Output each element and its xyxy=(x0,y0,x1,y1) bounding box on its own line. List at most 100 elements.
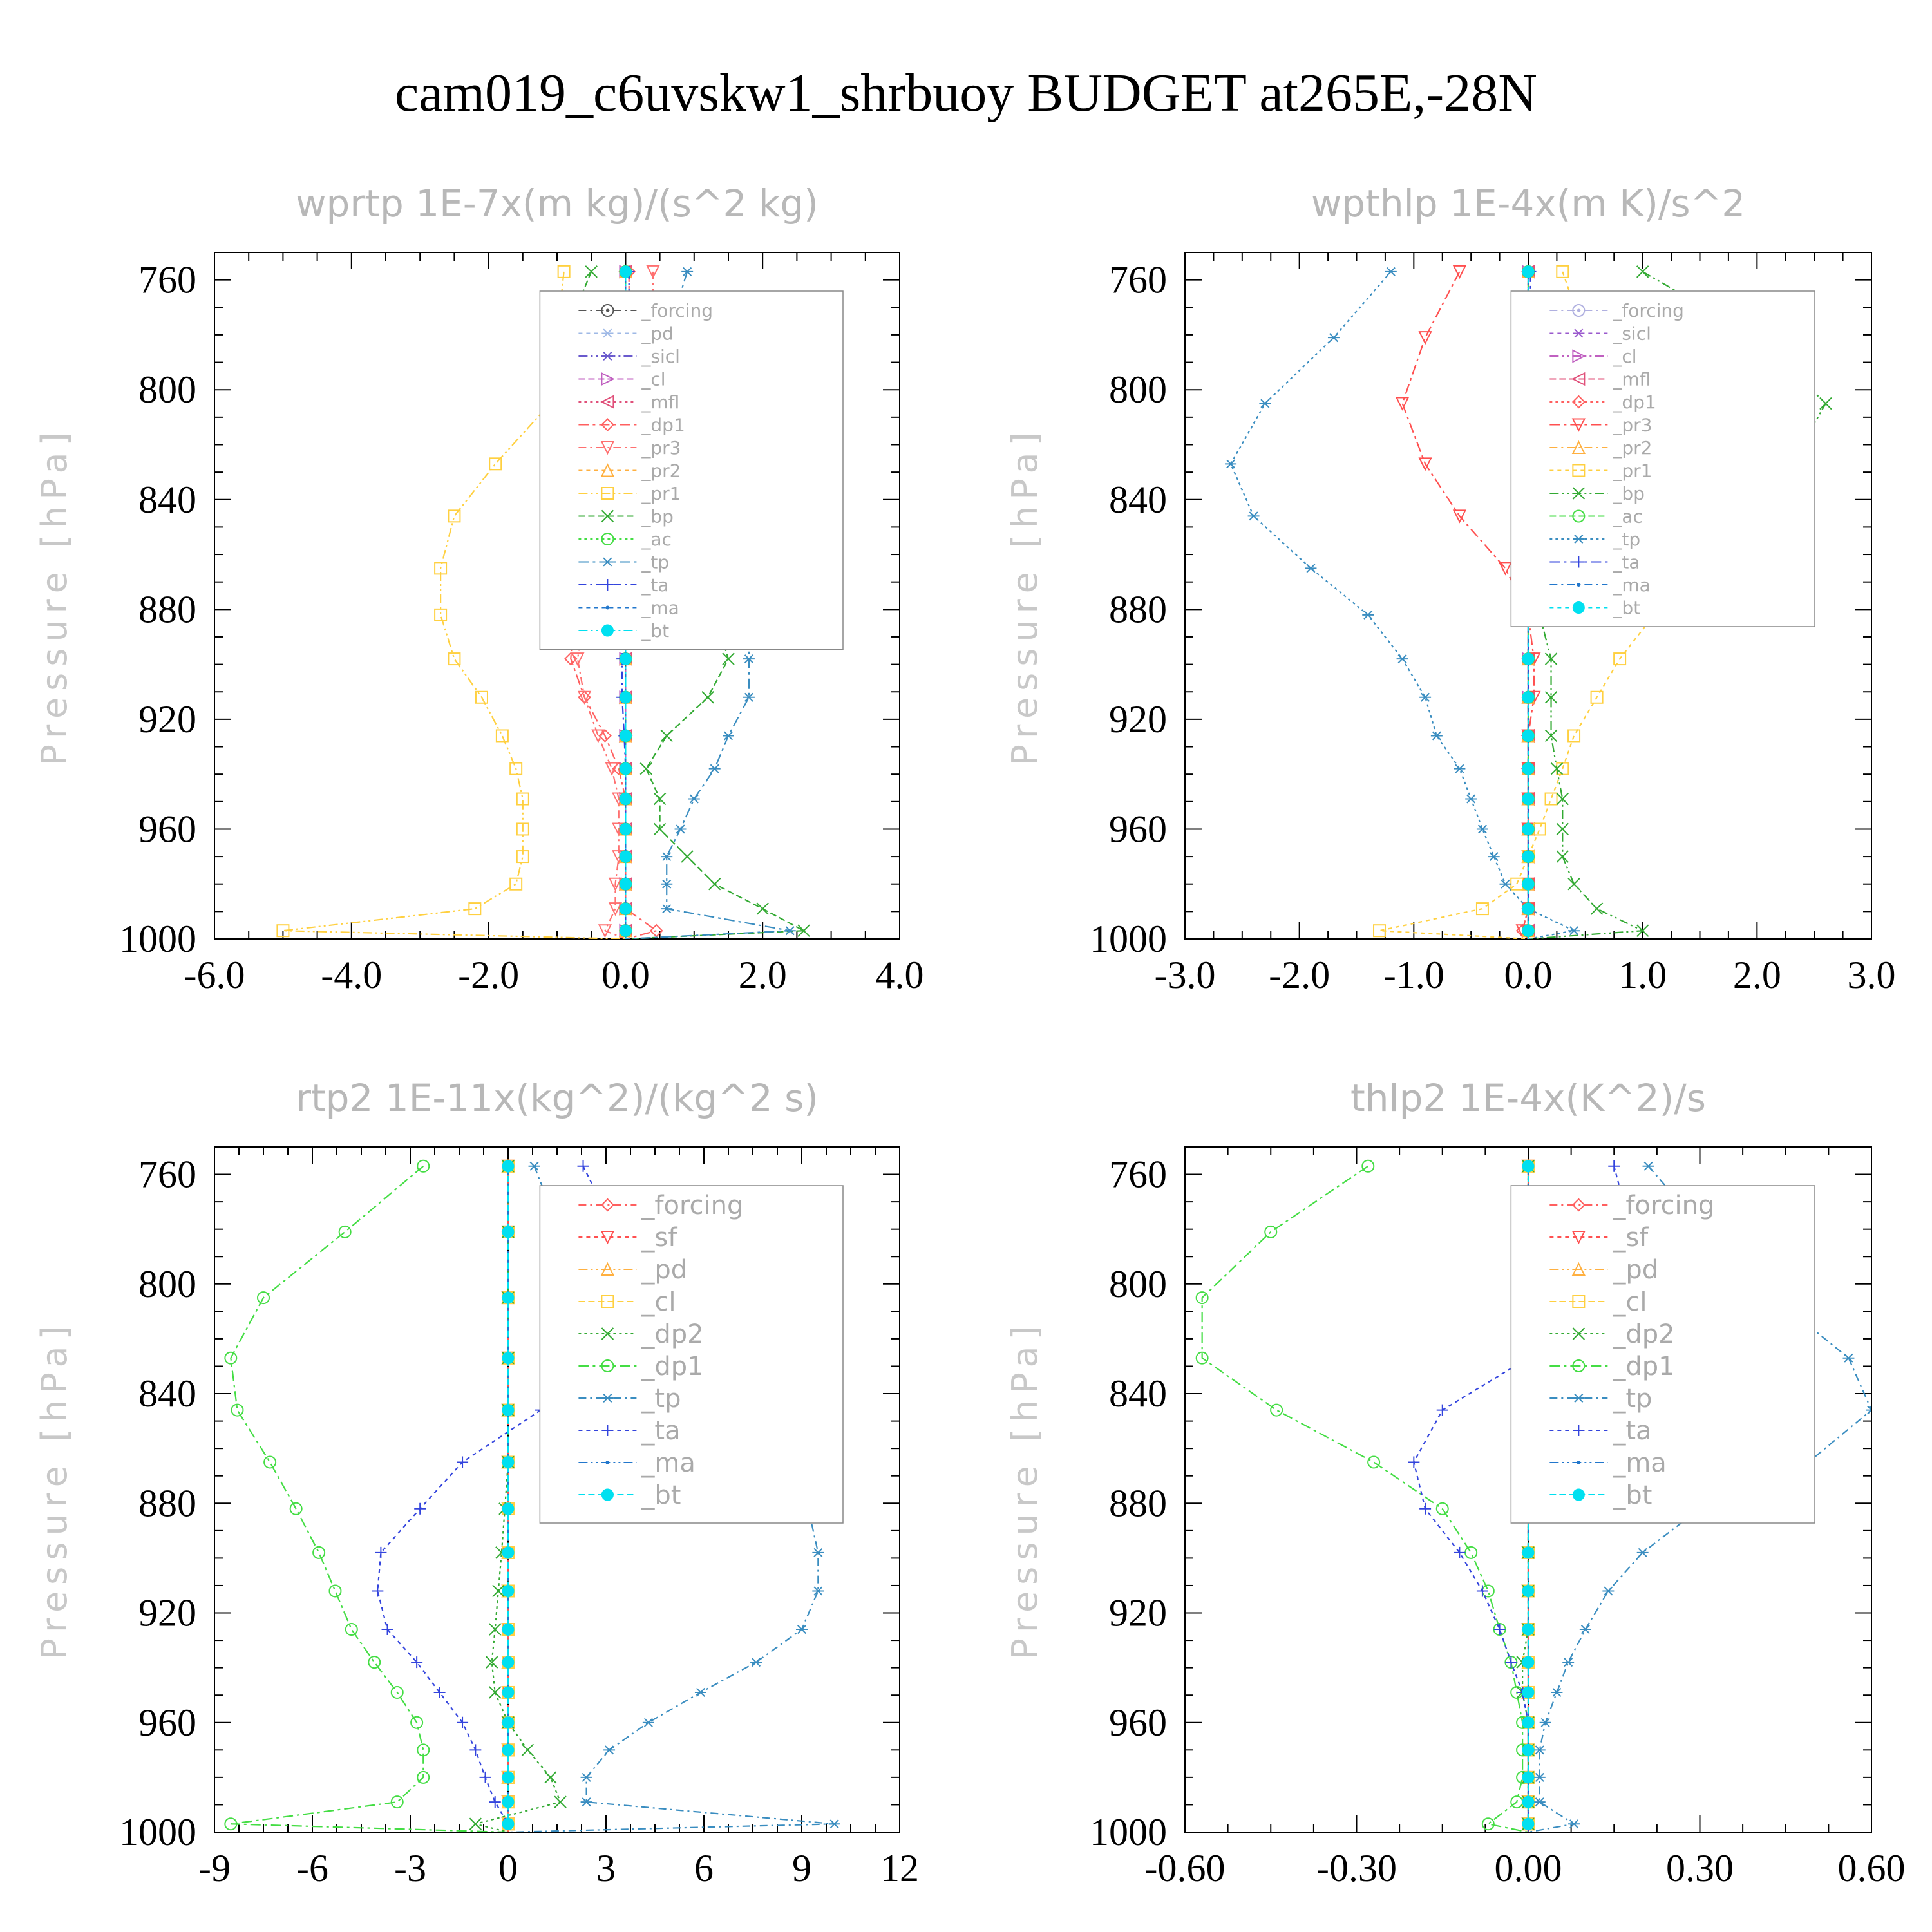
legend-marker xyxy=(1573,556,1585,568)
legend-item: _forcing xyxy=(1549,300,1684,321)
legend-marker xyxy=(601,557,614,567)
panels-group: wprtp 1E-7x(m kg)/(s^2 kg) Pressure [hPa]… xyxy=(34,182,1906,1889)
y-tick-label: 840 xyxy=(138,1372,196,1415)
data-point xyxy=(1568,1819,1580,1829)
legend-marker xyxy=(601,1488,614,1501)
legend-item: _dp2 xyxy=(1549,1320,1675,1349)
legend-label: _sf xyxy=(641,1223,677,1253)
legend-marker xyxy=(1571,1231,1586,1245)
data-point xyxy=(433,1686,446,1698)
legend-marker xyxy=(1572,1488,1585,1501)
data-point xyxy=(1395,397,1410,411)
data-point xyxy=(516,822,529,836)
legend-item: _pd xyxy=(1549,1255,1658,1285)
data-point xyxy=(756,902,769,915)
legend-item: _forcing xyxy=(578,1191,743,1220)
data-point xyxy=(571,652,585,667)
data-point xyxy=(1305,564,1317,573)
data-point xyxy=(661,904,673,914)
legend-item: _tp xyxy=(1549,1384,1652,1414)
data-point xyxy=(469,1744,482,1756)
data-point xyxy=(1430,731,1443,741)
legend-label: _sicl xyxy=(641,346,680,367)
legend-item: _dp2 xyxy=(578,1320,704,1349)
data-point xyxy=(1522,1656,1535,1669)
data-point xyxy=(390,1795,404,1809)
x-tick-label: -3 xyxy=(394,1847,426,1889)
x-tick-label: 0 xyxy=(498,1847,518,1889)
data-point xyxy=(276,924,290,938)
series-ta xyxy=(372,1160,651,1832)
legend-label: _cl xyxy=(1612,346,1636,367)
legend-marker xyxy=(601,1359,614,1372)
data-point xyxy=(469,1817,482,1830)
legend-label: _forcing xyxy=(1612,300,1684,321)
legend-label: _pd xyxy=(641,1255,687,1285)
data-point xyxy=(1602,1586,1615,1596)
data-point xyxy=(1195,1291,1209,1305)
data-point xyxy=(434,562,448,575)
legend-item: _cl xyxy=(1549,346,1637,367)
data-point xyxy=(448,509,461,523)
legend-label: _pr2 xyxy=(1612,437,1652,459)
data-point xyxy=(1522,850,1535,863)
legend-marker xyxy=(1572,464,1586,477)
panel-title: wpthlp 1E-4x(m K)/s^2 xyxy=(1311,182,1745,225)
data-point xyxy=(1464,1546,1478,1559)
x-tick-label: -6 xyxy=(296,1847,328,1889)
data-point xyxy=(812,1548,824,1557)
legend-marker xyxy=(601,1425,614,1436)
data-point xyxy=(619,902,632,915)
data-point xyxy=(502,1291,515,1304)
data-point xyxy=(598,924,612,938)
legend-marker xyxy=(605,605,610,610)
x-tick-label: -0.60 xyxy=(1145,1847,1226,1889)
x-tick-label: 4.0 xyxy=(876,954,924,996)
data-point xyxy=(448,652,461,666)
data-point xyxy=(619,822,632,835)
data-point xyxy=(674,824,687,834)
legend-item: _sf xyxy=(578,1223,677,1253)
data-point xyxy=(502,1656,515,1669)
series-line xyxy=(1229,271,1577,939)
y-axis-label: Pressure [hPa] xyxy=(1005,426,1045,765)
data-point xyxy=(411,1656,423,1669)
data-point xyxy=(619,793,632,806)
legend-marker xyxy=(601,1327,614,1340)
x-tick-label: -6.0 xyxy=(184,954,245,996)
data-point xyxy=(1539,1718,1551,1727)
data-point xyxy=(1476,1585,1488,1597)
data-point xyxy=(1510,877,1524,891)
legend-marker xyxy=(600,1262,615,1276)
legend-marker xyxy=(1571,395,1586,409)
panel-title: rtp2 1E-11x(kg^2)/(kg^2 s) xyxy=(296,1076,819,1120)
x-tick-label: -2.0 xyxy=(1269,954,1330,996)
legend-item: _ac xyxy=(578,529,672,550)
data-point xyxy=(660,729,673,743)
data-point xyxy=(509,762,523,775)
legend-item: _pr2 xyxy=(578,460,681,481)
data-point xyxy=(1590,902,1604,915)
legend-marker xyxy=(1572,349,1586,363)
legend-marker xyxy=(1572,487,1586,500)
y-axis-label: Pressure [hPa] xyxy=(34,426,75,765)
x-tick-label: 6 xyxy=(694,1847,714,1889)
y-tick-label: 920 xyxy=(1109,698,1167,741)
data-point xyxy=(619,924,632,937)
y-tick-label: 960 xyxy=(1109,1701,1167,1744)
legend-label: _forcing xyxy=(641,300,713,321)
data-point xyxy=(1533,1797,1546,1807)
data-point xyxy=(649,923,663,938)
panel-title: wprtp 1E-7x(m kg)/(s^2 kg) xyxy=(296,182,819,225)
legend-marker xyxy=(605,1461,610,1464)
data-point xyxy=(1533,822,1546,836)
data-point xyxy=(1522,1716,1535,1729)
legend-item: _pr1 xyxy=(578,483,681,504)
data-point xyxy=(1556,822,1569,836)
y-tick-label: 880 xyxy=(138,1482,196,1524)
panel-2: wpthlp 1E-4x(m K)/s^2 Pressure [hPa] 760 80… xyxy=(1005,182,1896,996)
legend-marker xyxy=(600,441,615,455)
series-line xyxy=(1201,1165,1529,1832)
legend-label: _bp xyxy=(1612,483,1645,504)
series-line xyxy=(230,1165,509,1832)
